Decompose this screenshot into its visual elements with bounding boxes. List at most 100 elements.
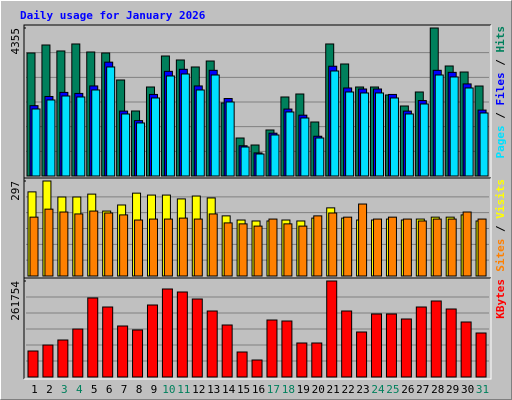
bar (330, 70, 340, 177)
legend-entry: Pages (494, 125, 507, 158)
x-tick-label: 7 (121, 383, 128, 396)
bar (31, 108, 41, 177)
bar (341, 310, 353, 378)
bar (358, 203, 368, 277)
bar (163, 218, 173, 277)
bar (132, 329, 144, 378)
bar (59, 211, 69, 277)
bar (87, 297, 99, 378)
legend-separator: / (494, 219, 507, 239)
x-tick-label: 18 (282, 383, 295, 396)
x-tick-label: 26 (401, 383, 414, 396)
bar (210, 74, 220, 177)
bar (464, 87, 474, 177)
bar (266, 319, 278, 378)
x-tick-label: 27 (416, 383, 429, 396)
bar (136, 122, 146, 177)
bar (449, 76, 459, 177)
bar (238, 223, 248, 277)
bar (236, 351, 248, 378)
bar (148, 218, 158, 277)
bar (102, 306, 114, 378)
x-tick-label: 28 (431, 383, 444, 396)
bar (104, 212, 114, 277)
x-tick-label: 19 (297, 383, 310, 396)
x-tick-label: 13 (207, 383, 220, 396)
bar (311, 342, 323, 378)
bar (326, 280, 338, 378)
bar (373, 218, 383, 277)
bar (375, 92, 385, 177)
bar (225, 101, 235, 177)
plot-border-dark (23, 177, 491, 278)
bar (285, 111, 295, 177)
bar (432, 218, 442, 277)
bar (253, 225, 263, 277)
bar (434, 74, 444, 177)
bar (296, 342, 308, 378)
bar (27, 350, 39, 378)
bar (255, 153, 265, 177)
bar (221, 324, 233, 378)
x-tick-label: 12 (192, 383, 205, 396)
bar (268, 218, 278, 277)
bar (417, 220, 427, 277)
x-tick-label: 11 (177, 383, 190, 396)
bar (298, 225, 308, 277)
x-tick-label: 8 (136, 383, 143, 396)
x-tick-label: 31 (476, 383, 489, 396)
x-tick-label: 3 (61, 383, 68, 396)
x-tick-label: 22 (341, 383, 354, 396)
bar (371, 313, 383, 378)
bar (477, 218, 487, 277)
bar (119, 214, 129, 277)
bar (134, 219, 144, 277)
x-tick-label: 9 (151, 383, 158, 396)
bar (415, 306, 427, 378)
legend-separator: / (494, 53, 507, 73)
chart-title: Daily usage for January 2026 (20, 9, 206, 22)
bar (447, 218, 457, 277)
bar (345, 91, 355, 177)
bar (479, 112, 489, 177)
bar (106, 66, 116, 177)
bar (208, 213, 218, 277)
bar (161, 288, 173, 378)
bar (360, 92, 370, 177)
x-tick-label: 6 (106, 383, 113, 396)
x-tick-label: 2 (46, 383, 53, 396)
bar (29, 216, 39, 277)
legend-entry: Hits (494, 26, 507, 53)
legend-separator: / (494, 106, 507, 126)
bar (402, 218, 412, 277)
bar (180, 73, 190, 177)
x-tick-label: 30 (461, 383, 474, 396)
bar (283, 223, 293, 277)
bar (121, 113, 131, 177)
bar (195, 89, 205, 177)
bar (445, 308, 457, 378)
plot-border-dark (23, 24, 491, 178)
bar (91, 89, 101, 177)
bar (89, 210, 99, 277)
x-tick-label: 20 (312, 383, 325, 396)
bar (270, 134, 280, 177)
bar (313, 215, 323, 277)
y-tick-label: 297 (9, 181, 22, 201)
x-tick-label: 14 (222, 383, 236, 396)
bar (165, 75, 175, 177)
bar (328, 212, 338, 277)
legend: Pages / Files / Hits (494, 26, 507, 159)
bar (176, 291, 188, 378)
x-tick-label: 17 (267, 383, 280, 396)
bar (178, 217, 188, 277)
plot-border-dark (23, 277, 491, 379)
bar (46, 99, 56, 177)
bar (300, 117, 310, 177)
bar (343, 216, 353, 277)
x-tick-label: 25 (386, 383, 399, 396)
bar (223, 222, 233, 277)
y-tick-label: 261754 (9, 281, 22, 321)
bar (117, 325, 129, 378)
